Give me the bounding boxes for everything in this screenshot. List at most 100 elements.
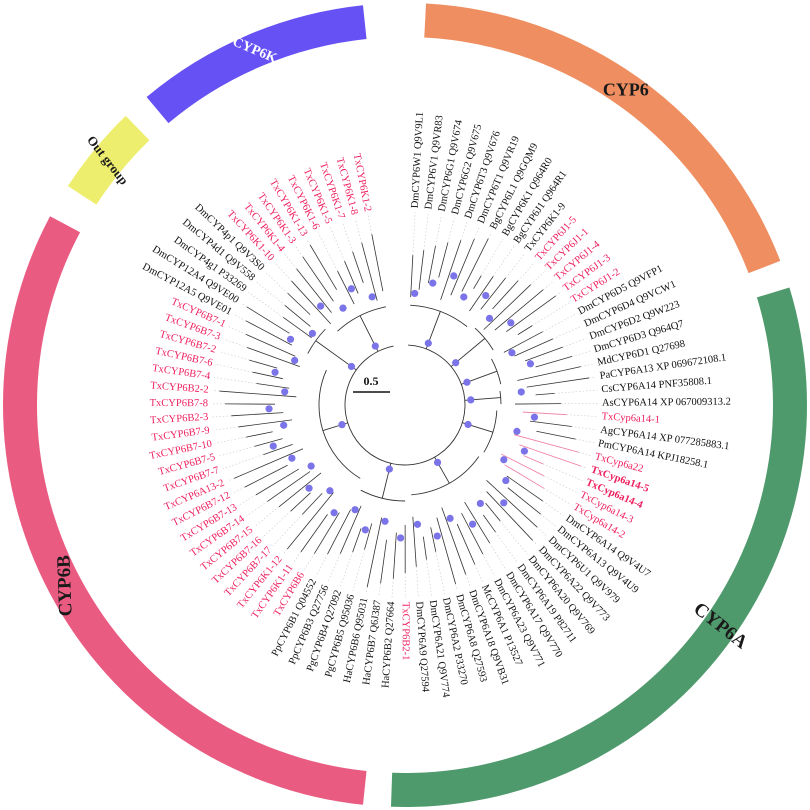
terminal-branch — [247, 347, 300, 368]
internal-arc — [483, 410, 498, 453]
terminal-branch — [469, 276, 494, 312]
terminal-branch — [522, 411, 567, 416]
leaf-guide — [482, 553, 495, 577]
internal-arc — [344, 344, 466, 466]
leaf-guide — [365, 587, 368, 595]
leaf-guide — [562, 338, 587, 348]
leaf-guide — [575, 438, 595, 444]
bootstrap-node-marker — [446, 514, 454, 522]
leaf-guide — [342, 222, 353, 252]
bootstrap-node-marker — [291, 356, 299, 365]
leaf-guide — [293, 551, 302, 563]
terminal-branch — [410, 255, 414, 298]
terminal-branch — [523, 455, 544, 465]
leaf-guide — [455, 583, 458, 591]
leaf-guide — [327, 553, 341, 583]
terminal-branch — [245, 320, 293, 346]
leaf-guide — [315, 553, 328, 577]
leaf-guide — [487, 232, 492, 239]
terminal-branch — [517, 366, 581, 381]
bootstrap-node-marker — [305, 484, 313, 492]
internal-arc — [474, 327, 494, 351]
leaf-guide — [246, 501, 268, 517]
leaf-guide — [416, 566, 419, 598]
leaf-label: HaCYP6B2 Q27664 — [380, 600, 397, 688]
leaf-guide — [340, 551, 353, 587]
bootstrap-node-marker — [502, 476, 510, 485]
leaf-guide — [234, 314, 247, 322]
terminal-branch — [483, 284, 531, 330]
terminal-branch — [501, 453, 545, 477]
bootstrap-node-marker — [507, 319, 515, 327]
bootstrap-node-marker — [286, 335, 295, 343]
leaf-label: TxCYP6B2-1 — [400, 602, 411, 660]
terminal-branch — [246, 306, 290, 334]
terminal-branch — [314, 512, 340, 554]
leaf-guide — [412, 212, 416, 256]
clade-label-cyp6: CYP6 — [603, 80, 649, 100]
terminal-branch — [337, 270, 355, 305]
leaf-guide — [212, 415, 232, 418]
bootstrap-node-marker — [452, 359, 460, 367]
leaf-guide — [555, 291, 562, 297]
leaf-guide — [223, 338, 248, 348]
bootstrap-node-marker — [526, 360, 535, 368]
leaf-guide — [218, 446, 255, 457]
bootstrap-node-marker — [433, 458, 442, 467]
terminal-branch — [263, 443, 293, 455]
leaf-guide — [222, 454, 264, 470]
terminal-branch — [296, 268, 332, 313]
bootstrap-node-marker — [460, 293, 468, 301]
leaf-guide — [272, 514, 303, 546]
terminal-branch — [309, 244, 338, 290]
terminal-branch — [473, 275, 482, 289]
bootstrap-node-marker — [347, 285, 355, 293]
leaf-guide — [219, 351, 250, 361]
bootstrap-node-marker — [520, 447, 528, 455]
leaf-guide — [580, 465, 588, 469]
leaf-guide — [215, 436, 247, 444]
leaf-guide — [495, 531, 518, 563]
terminal-branch — [504, 464, 545, 489]
bootstrap-nodes — [265, 272, 539, 542]
bootstrap-node-marker — [429, 279, 437, 287]
terminal-branch — [438, 242, 449, 278]
terminal-branch — [219, 390, 297, 398]
terminal-branch — [352, 528, 362, 553]
leaf-label: TxCyp6a14-1 — [601, 411, 660, 425]
leaf-guide — [227, 478, 235, 482]
leaf-guide — [378, 583, 381, 597]
bootstrap-node-marker — [347, 362, 356, 371]
leaf-label: DmCYP6A9 Q27594 — [413, 601, 430, 693]
leaf-guide — [474, 226, 480, 240]
terminal-branch — [302, 492, 323, 515]
leaf-label: TxCYP6B2-2 — [150, 380, 209, 395]
bootstrap-node-marker — [464, 420, 472, 429]
bootstrap-node-marker — [368, 293, 376, 301]
leaf-guide — [474, 564, 483, 582]
leaf-guide — [306, 238, 311, 246]
bootstrap-node-marker — [330, 509, 338, 517]
leaf-guide — [552, 325, 582, 340]
leaf-guide — [354, 218, 363, 243]
bootstrap-node-marker — [500, 499, 508, 507]
terminal-branch — [525, 346, 563, 362]
leaf-guide — [265, 271, 288, 294]
leaf-guide — [460, 222, 468, 241]
clade-arc-out-group — [67, 115, 150, 205]
leaf-guide — [480, 238, 504, 276]
terminal-branch — [513, 434, 579, 453]
bootstrap-node-marker — [530, 413, 539, 421]
leaf-guide — [352, 549, 365, 591]
terminal-branch — [464, 501, 491, 544]
leaf-guide — [543, 281, 554, 290]
bootstrap-node-marker — [288, 454, 296, 462]
terminal-branch — [246, 431, 273, 438]
leaf-guide — [274, 262, 292, 282]
terminal-branch — [461, 238, 489, 292]
terminal-branch — [482, 514, 496, 533]
leaf-guide — [263, 510, 291, 537]
bootstrap-node-marker — [468, 520, 477, 528]
terminal-branch — [327, 509, 351, 555]
